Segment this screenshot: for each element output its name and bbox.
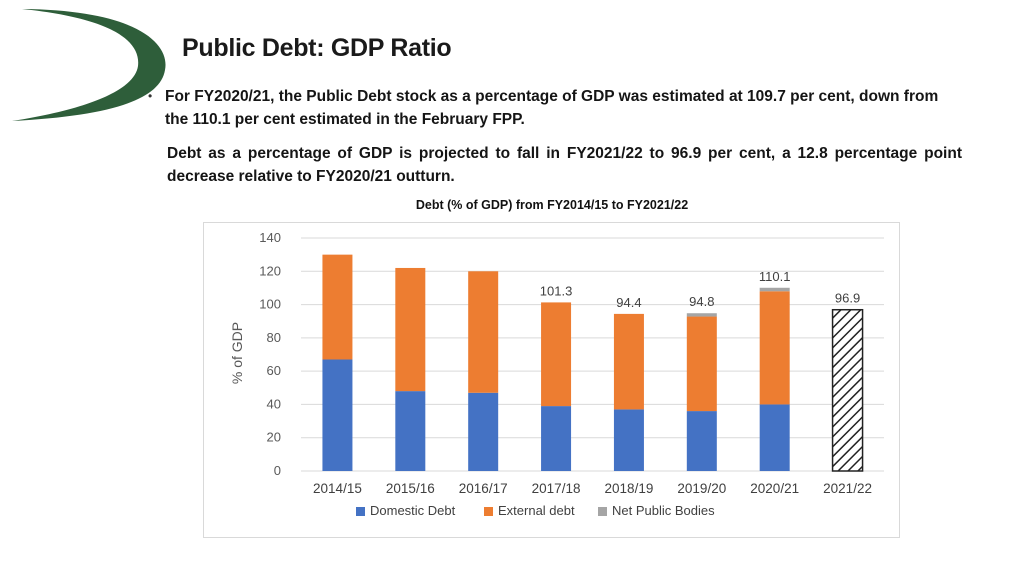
y-axis-label: % of GDP [229, 322, 245, 384]
bar-domestic-debt [395, 391, 426, 471]
bar-domestic-debt [541, 406, 572, 471]
chart-frame: 0 20 40 60 80 100 120 140 2014/15 2015/16 2016/17… [203, 222, 900, 538]
bar-domestic-debt [759, 404, 790, 471]
x-tick-label: 2017/18 [532, 481, 581, 496]
y-tick-label: 40 [267, 396, 281, 411]
x-tick-label: 2021/22 [823, 481, 872, 496]
data-label: 101.3 [540, 283, 573, 298]
x-tick-label: 2020/21 [750, 481, 799, 496]
bar-domestic-debt [322, 359, 353, 471]
bar-external-debt [613, 313, 644, 410]
y-tick-label: 100 [259, 297, 281, 312]
bullet-text: For FY2020/21, the Public Debt stock as … [165, 88, 939, 128]
bar-external-debt [541, 302, 572, 407]
bar-net-public-bodies [686, 313, 717, 317]
debt-chart: 0 20 40 60 80 100 120 140 2014/15 2015/16 2016/17… [229, 230, 884, 518]
bar-external-debt [686, 316, 717, 412]
legend-swatch [598, 507, 607, 516]
page-title: Public Debt: GDP Ratio [182, 34, 452, 62]
y-tick-label: 140 [259, 230, 281, 245]
bullet-icon: • [148, 89, 153, 103]
body-paragraph: Debt as a percentage of GDP is projected… [167, 145, 962, 185]
legend-label: Net Public Bodies [612, 503, 715, 518]
x-tick-label: 2018/19 [605, 481, 654, 496]
legend-label: Domestic Debt [370, 503, 456, 518]
bar-external-debt [395, 267, 426, 392]
bar-net-public-bodies [759, 287, 790, 292]
data-label: 94.4 [616, 295, 641, 310]
x-tick-label: 2016/17 [459, 481, 508, 496]
chart-heading: Debt (% of GDP) from FY2014/15 to FY2021… [415, 198, 689, 212]
bar-domestic-debt [468, 392, 499, 471]
bar-domestic-debt [686, 411, 717, 471]
y-tick-label: 120 [259, 263, 281, 278]
y-tick-label: 0 [274, 463, 281, 478]
bar-external-debt [759, 291, 790, 405]
y-tick-label: 20 [267, 430, 281, 445]
bar-external-debt [468, 271, 499, 393]
y-tick-label: 60 [267, 363, 281, 378]
legend-swatch [484, 507, 493, 516]
legend-swatch [356, 507, 365, 516]
x-tick-label: 2014/15 [313, 481, 362, 496]
y-tick-label: 80 [267, 330, 281, 345]
data-label: 96.9 [835, 291, 860, 306]
x-tick-label: 2019/20 [677, 481, 726, 496]
logo-swoosh-icon [12, 9, 166, 121]
bar-projection [831, 308, 864, 472]
x-tick-label: 2015/16 [386, 481, 435, 496]
bar-external-debt [322, 254, 353, 360]
bar-domestic-debt [613, 409, 644, 471]
legend-label: External debt [498, 503, 575, 518]
data-label: 94.8 [689, 294, 714, 309]
data-label: 110.1 [759, 269, 791, 284]
